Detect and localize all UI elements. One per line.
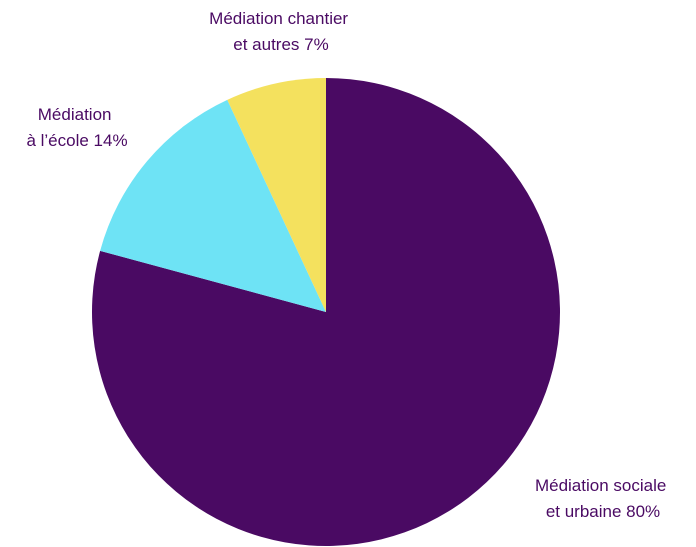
slice-sociale — [91, 78, 560, 547]
slice-label-sociale: Médiation sociale et urbaine 80% — [535, 476, 671, 521]
pie-labels: Médiation sociale et urbaine 80% Médiati… — [26, 9, 671, 521]
slice-label-ecole-line-2: à l’école 14% — [26, 131, 127, 150]
slice-label-ecole: Médiation à l’école 14% — [26, 105, 127, 150]
slice-ecole — [100, 99, 326, 312]
slice-label-sociale-line-1: Médiation sociale — [535, 476, 666, 495]
slice-label-chantier: Médiation chantier et autres 7% — [209, 9, 353, 54]
pie-slices — [91, 78, 560, 547]
slice-chantier — [227, 78, 326, 312]
slice-label-ecole-line-1: Médiation — [38, 105, 112, 124]
slice-label-sociale-line-2: et urbaine 80% — [546, 502, 660, 521]
slice-label-chantier-line-1: Médiation chantier — [209, 9, 348, 28]
slice-label-chantier-line-2: et autres 7% — [233, 35, 328, 54]
